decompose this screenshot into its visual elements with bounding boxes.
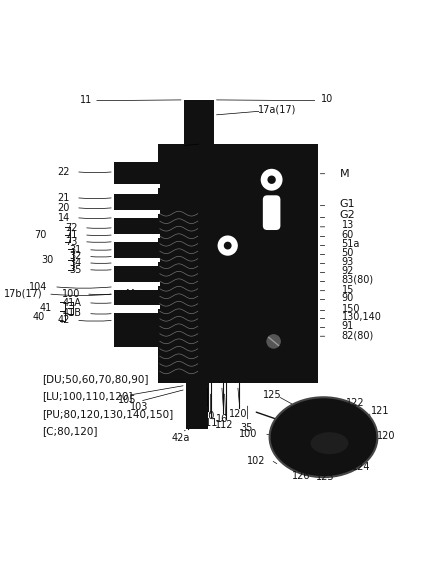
Circle shape — [268, 175, 276, 184]
Text: 71: 71 — [65, 230, 77, 240]
Circle shape — [266, 333, 282, 349]
Text: 150: 150 — [342, 304, 360, 314]
Bar — [114, 314, 160, 347]
Text: 124: 124 — [351, 462, 370, 472]
Text: 110: 110 — [197, 411, 216, 422]
Bar — [114, 184, 160, 188]
Text: 70: 70 — [34, 230, 46, 240]
Text: 20: 20 — [58, 203, 70, 213]
Text: 130,140: 130,140 — [342, 312, 381, 322]
Text: 13: 13 — [342, 220, 354, 230]
Bar — [114, 217, 160, 234]
Text: 51a: 51a — [342, 238, 360, 248]
Text: 35: 35 — [241, 423, 253, 433]
Bar — [114, 194, 160, 210]
Text: 14: 14 — [58, 213, 70, 223]
Bar — [114, 210, 160, 213]
Text: 73: 73 — [65, 237, 77, 247]
Text: 90: 90 — [342, 293, 354, 303]
Text: 100: 100 — [62, 289, 80, 299]
Ellipse shape — [270, 397, 377, 477]
Text: [C;80,120]: [C;80,120] — [42, 426, 98, 436]
Bar — [114, 234, 160, 238]
Text: [LU;100,110,120]: [LU;100,110,120] — [42, 392, 132, 402]
Text: 42a: 42a — [172, 433, 190, 443]
Bar — [114, 265, 160, 282]
Text: 16: 16 — [216, 414, 229, 424]
Text: 111: 111 — [200, 418, 219, 428]
Text: 123: 123 — [316, 472, 334, 482]
Bar — [114, 161, 160, 184]
Circle shape — [224, 242, 232, 250]
Text: 42: 42 — [58, 315, 70, 325]
Text: 17a(17): 17a(17) — [259, 104, 297, 114]
Text: 30: 30 — [41, 255, 53, 265]
Text: 15: 15 — [342, 285, 354, 294]
Text: 31: 31 — [69, 245, 81, 255]
Text: 105: 105 — [118, 395, 136, 405]
Text: G2: G2 — [340, 210, 355, 220]
Circle shape — [216, 234, 239, 257]
Text: 41B: 41B — [62, 308, 81, 318]
Text: 120: 120 — [377, 431, 395, 441]
Text: 104: 104 — [29, 282, 47, 292]
Text: M: M — [340, 168, 349, 179]
Text: 83(80): 83(80) — [342, 275, 374, 285]
Text: 40: 40 — [33, 312, 45, 322]
Bar — [114, 241, 160, 258]
Bar — [158, 144, 317, 383]
Text: 32: 32 — [69, 251, 81, 261]
Bar — [114, 282, 160, 286]
Text: [PU;80,120,130,140,150]: [PU;80,120,130,140,150] — [42, 409, 173, 419]
Text: 22: 22 — [58, 167, 70, 177]
Text: 12: 12 — [178, 146, 190, 156]
FancyBboxPatch shape — [263, 195, 280, 230]
Text: 92: 92 — [342, 266, 354, 276]
Text: 122: 122 — [345, 398, 364, 408]
Text: 10: 10 — [321, 94, 333, 104]
Text: 125: 125 — [263, 390, 282, 401]
Text: 121: 121 — [371, 406, 390, 416]
Text: 82(80): 82(80) — [342, 330, 374, 340]
Text: 112: 112 — [215, 420, 234, 430]
Text: [DU;50,60,70,80,90]: [DU;50,60,70,80,90] — [42, 374, 149, 384]
Text: G1: G1 — [340, 199, 355, 209]
Text: 11: 11 — [80, 95, 92, 105]
Text: 41: 41 — [40, 303, 52, 313]
Text: 44: 44 — [124, 289, 136, 299]
Text: 100: 100 — [239, 430, 258, 440]
Text: 72: 72 — [65, 223, 77, 233]
Circle shape — [259, 168, 284, 192]
Text: 126: 126 — [292, 471, 311, 482]
Text: 21: 21 — [58, 193, 70, 203]
Bar — [114, 258, 160, 262]
Text: 102: 102 — [247, 456, 266, 466]
Text: 50: 50 — [342, 248, 354, 258]
Text: 17b(17): 17b(17) — [3, 289, 42, 299]
Bar — [114, 290, 160, 305]
Text: 35: 35 — [69, 265, 81, 275]
Text: 41A: 41A — [62, 298, 81, 308]
Bar — [186, 383, 208, 429]
Text: 60: 60 — [342, 230, 354, 240]
Text: 103: 103 — [130, 402, 148, 413]
Bar — [114, 305, 160, 310]
Bar — [184, 100, 214, 152]
Text: 91: 91 — [342, 321, 354, 331]
Text: 120: 120 — [229, 409, 248, 419]
Text: 93: 93 — [342, 257, 354, 267]
Ellipse shape — [311, 432, 348, 454]
Text: 34: 34 — [69, 258, 81, 268]
